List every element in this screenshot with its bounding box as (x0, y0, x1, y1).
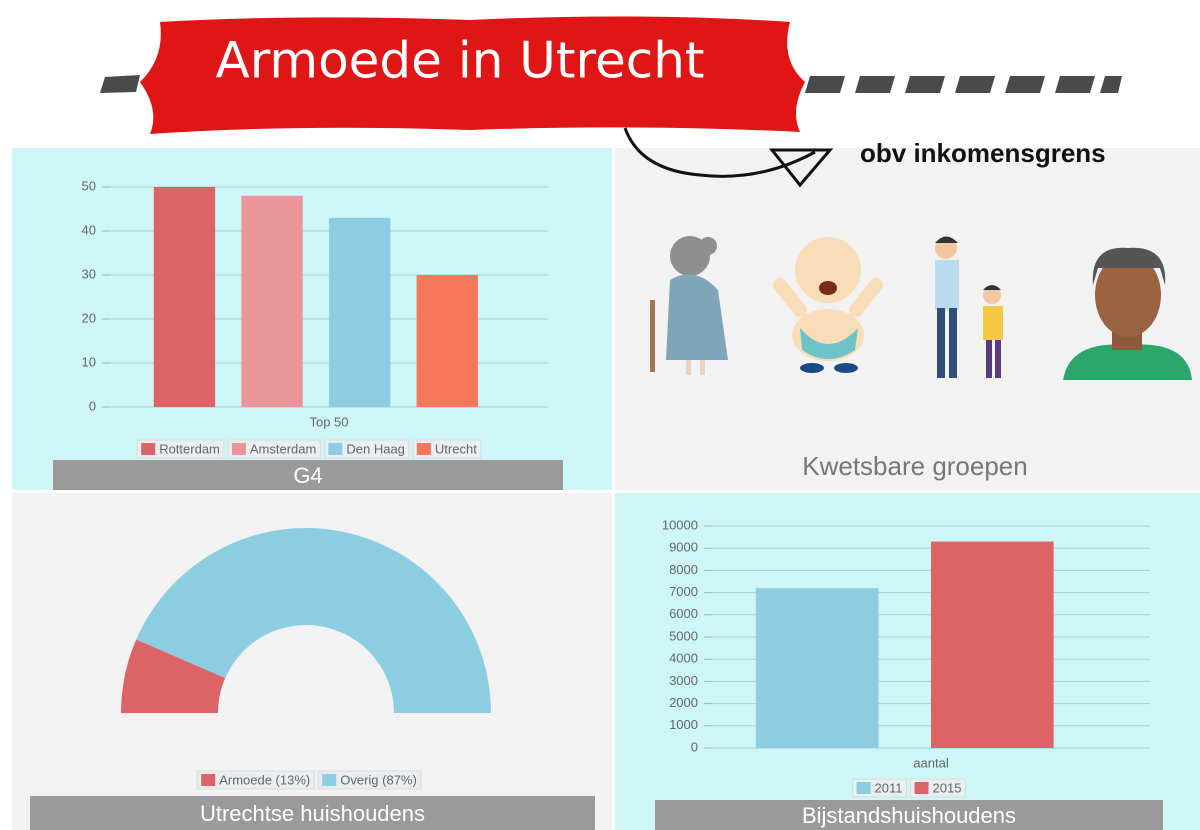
y-tick-label: 40 (82, 222, 96, 237)
legend-swatch (915, 782, 929, 794)
y-tick-label: 8000 (669, 562, 698, 577)
legend-swatch (417, 443, 431, 455)
legend: Armoede (13%) Overig (87%) (197, 771, 421, 789)
x-tick-label: Top 50 (309, 414, 348, 429)
legend-label: Rotterdam (159, 441, 220, 456)
y-tick-label: 50 (82, 178, 96, 193)
y-tick-label: 10 (82, 354, 96, 369)
y-tick-label: 2000 (669, 695, 698, 710)
legend-swatch (201, 774, 215, 786)
legend-label: Amsterdam (250, 441, 316, 456)
panel-caption: Kwetsbare groepen (802, 451, 1027, 481)
y-tick-label: 5000 (669, 628, 698, 643)
legend-label: Utrecht (435, 441, 477, 456)
y-tick-label: 9000 (669, 540, 698, 555)
bar (931, 542, 1054, 748)
bar (241, 196, 302, 407)
legend-label: Den Haag (346, 441, 405, 456)
legend-swatch (328, 443, 342, 455)
page-title: Armoede in Utrecht (215, 32, 704, 90)
y-tick-label: 7000 (669, 584, 698, 599)
y-tick-label: 10000 (662, 517, 698, 532)
panel (615, 493, 1200, 830)
legend-swatch (322, 774, 336, 786)
y-tick-label: 1000 (669, 717, 698, 732)
legend-label: 2015 (933, 780, 962, 795)
legend-swatch (857, 782, 871, 794)
legend-label: Overig (87%) (340, 772, 417, 787)
bar (329, 218, 390, 407)
legend-label: 2011 (875, 780, 903, 795)
y-tick-label: 3000 (669, 673, 698, 688)
y-tick-label: 0 (89, 398, 96, 413)
legend-swatch (141, 443, 155, 455)
x-tick-label: aantal (913, 755, 949, 770)
y-tick-label: 30 (82, 266, 96, 281)
y-tick-label: 20 (82, 310, 96, 325)
legend-label: Armoede (13%) (219, 772, 310, 787)
bar (417, 275, 478, 407)
chart-caption: Utrechtse huishoudens (200, 801, 425, 826)
y-tick-label: 0 (691, 739, 698, 754)
note: obv inkomensgrens (860, 138, 1106, 168)
legend: Rotterdam Amsterdam Den Haag Utrecht (137, 440, 481, 458)
bar (756, 588, 879, 748)
legend-swatch (232, 443, 246, 455)
chart-caption: Bijstandshuishoudens (802, 803, 1016, 828)
infographic: Armoede in Utrecht obv inkomensgrens Kwe… (0, 0, 1200, 830)
y-tick-label: 4000 (669, 651, 698, 666)
bar (154, 187, 215, 407)
chart-caption: G4 (293, 463, 322, 488)
y-tick-label: 6000 (669, 606, 698, 621)
